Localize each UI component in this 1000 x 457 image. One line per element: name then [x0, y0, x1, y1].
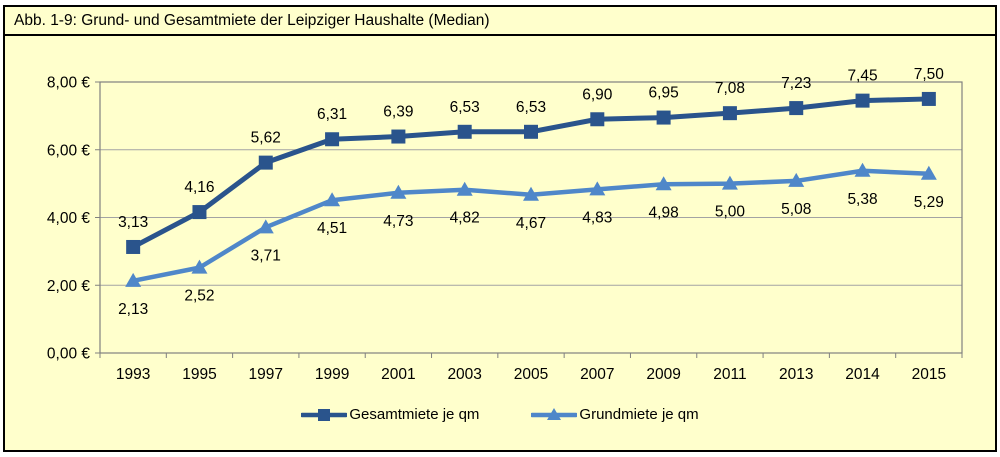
- legend-marker-triangle-icon: [531, 407, 578, 420]
- legend-item-grundmiete: Grundmiete je qm: [531, 406, 699, 423]
- legend-label-grundmiete: Grundmiete je qm: [579, 406, 699, 423]
- legend-label-gesamtmiete: Gesamtmiete je qm: [349, 406, 480, 423]
- legend-marker-square-icon: [301, 408, 348, 421]
- legend-item-gesamtmiete: Gesamtmiete je qm: [301, 406, 479, 423]
- figure-title: Abb. 1-9: Grund- und Gesamtmiete der Lei…: [5, 7, 995, 36]
- figure-frame: Abb. 1-9: Grund- und Gesamtmiete der Lei…: [3, 5, 997, 452]
- chart-legend: Gesamtmiete je qm Grundmiete je qm: [0, 406, 1000, 423]
